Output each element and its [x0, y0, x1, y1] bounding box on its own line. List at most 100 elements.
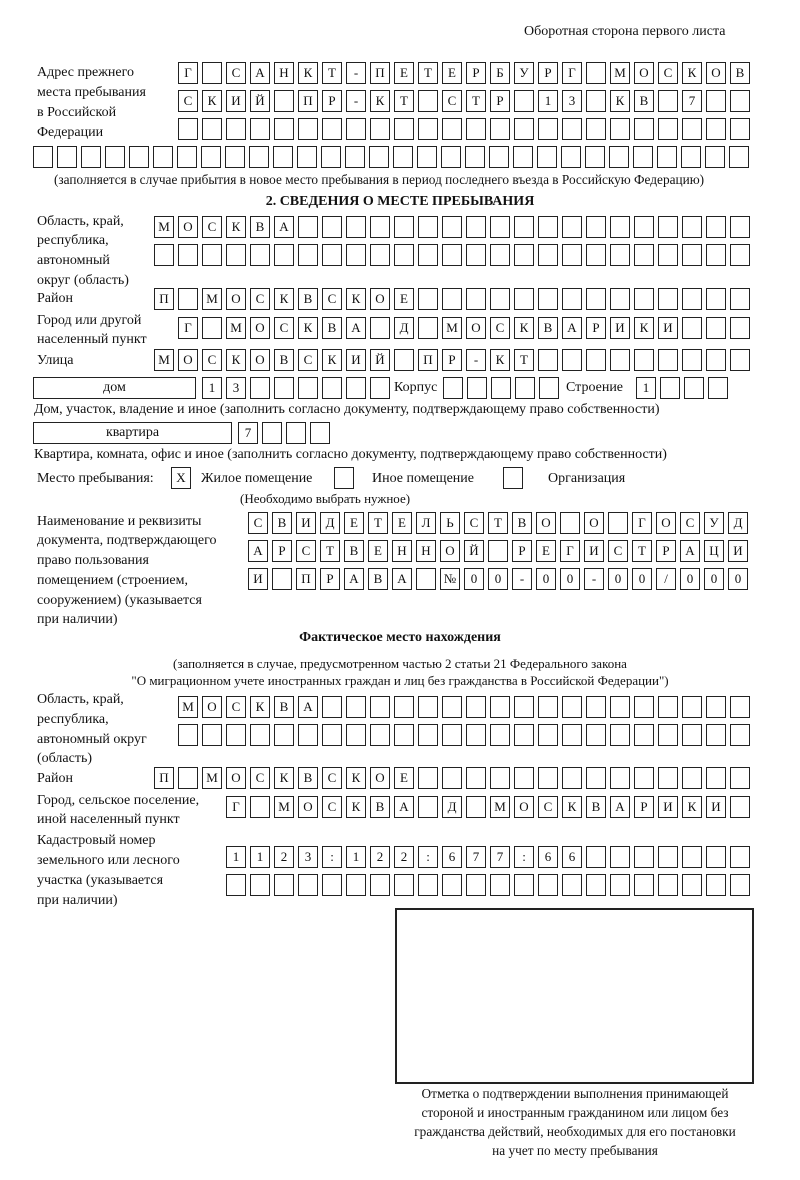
- char-cell[interactable]: [561, 146, 581, 168]
- char-cell[interactable]: [730, 118, 750, 140]
- char-cell[interactable]: А: [248, 540, 268, 562]
- char-cell[interactable]: Г: [562, 62, 582, 84]
- char-cell[interactable]: [706, 90, 726, 112]
- char-cell[interactable]: О: [226, 767, 246, 789]
- char-cell[interactable]: [586, 90, 606, 112]
- char-cell[interactable]: [370, 118, 390, 140]
- char-cell[interactable]: [490, 244, 510, 266]
- char-cell[interactable]: [586, 349, 606, 371]
- char-cell[interactable]: К: [610, 90, 630, 112]
- char-cell[interactable]: К: [298, 317, 318, 339]
- char-cell[interactable]: [57, 146, 77, 168]
- char-cell[interactable]: [286, 422, 306, 444]
- char-cell[interactable]: [730, 767, 750, 789]
- char-cell[interactable]: [634, 767, 654, 789]
- char-cell[interactable]: [442, 216, 462, 238]
- char-cell[interactable]: Ь: [440, 512, 460, 534]
- char-cell[interactable]: [418, 767, 438, 789]
- char-cell[interactable]: И: [296, 512, 316, 534]
- char-cell[interactable]: [706, 724, 726, 746]
- char-cell[interactable]: 0: [680, 568, 700, 590]
- char-cell[interactable]: М: [442, 317, 462, 339]
- char-cell[interactable]: [322, 216, 342, 238]
- char-cell[interactable]: О: [706, 62, 726, 84]
- char-cell[interactable]: [345, 146, 365, 168]
- char-cell[interactable]: [730, 349, 750, 371]
- char-cell[interactable]: Г: [632, 512, 652, 534]
- char-cell[interactable]: О: [584, 512, 604, 534]
- char-cell[interactable]: К: [682, 796, 702, 818]
- char-cell[interactable]: Р: [320, 568, 340, 590]
- char-cell[interactable]: [634, 288, 654, 310]
- char-cell[interactable]: [562, 767, 582, 789]
- char-cell[interactable]: О: [656, 512, 676, 534]
- char-cell[interactable]: И: [248, 568, 268, 590]
- char-cell[interactable]: С: [464, 512, 484, 534]
- char-cell[interactable]: [490, 874, 510, 896]
- char-cell[interactable]: К: [514, 317, 534, 339]
- char-cell[interactable]: Е: [394, 767, 414, 789]
- char-cell[interactable]: У: [514, 62, 534, 84]
- char-cell[interactable]: [442, 118, 462, 140]
- char-cell[interactable]: К: [634, 317, 654, 339]
- char-cell[interactable]: [562, 288, 582, 310]
- char-cell[interactable]: [442, 767, 462, 789]
- char-cell[interactable]: [706, 696, 726, 718]
- char-cell[interactable]: Р: [466, 62, 486, 84]
- char-cell[interactable]: Е: [344, 512, 364, 534]
- char-cell[interactable]: [346, 118, 366, 140]
- char-cell[interactable]: [682, 244, 702, 266]
- char-cell[interactable]: [730, 216, 750, 238]
- char-cell[interactable]: [657, 146, 677, 168]
- char-cell[interactable]: [634, 349, 654, 371]
- char-cell[interactable]: О: [178, 216, 198, 238]
- char-cell[interactable]: А: [298, 696, 318, 718]
- char-cell[interactable]: О: [250, 349, 270, 371]
- char-cell[interactable]: О: [250, 317, 270, 339]
- char-cell[interactable]: Е: [394, 288, 414, 310]
- char-cell[interactable]: [416, 568, 436, 590]
- char-cell[interactable]: [706, 846, 726, 868]
- char-cell[interactable]: М: [154, 216, 174, 238]
- char-cell[interactable]: [370, 874, 390, 896]
- char-cell[interactable]: П: [298, 90, 318, 112]
- char-cell[interactable]: В: [370, 796, 390, 818]
- char-cell[interactable]: Т: [368, 512, 388, 534]
- char-cell[interactable]: Г: [226, 796, 246, 818]
- char-cell[interactable]: Е: [392, 512, 412, 534]
- char-cell[interactable]: [538, 288, 558, 310]
- char-cell[interactable]: А: [344, 568, 364, 590]
- checkbox-residential[interactable]: X: [171, 467, 191, 489]
- char-cell[interactable]: Й: [250, 90, 270, 112]
- char-cell[interactable]: И: [346, 349, 366, 371]
- char-cell[interactable]: 1: [250, 846, 270, 868]
- char-cell[interactable]: [660, 377, 680, 399]
- char-cell[interactable]: [225, 146, 245, 168]
- char-cell[interactable]: А: [346, 317, 366, 339]
- char-cell[interactable]: А: [394, 796, 414, 818]
- char-cell[interactable]: [514, 696, 534, 718]
- char-cell[interactable]: В: [512, 512, 532, 534]
- char-cell[interactable]: О: [440, 540, 460, 562]
- char-cell[interactable]: Ц: [704, 540, 724, 562]
- char-cell[interactable]: П: [296, 568, 316, 590]
- char-cell[interactable]: [658, 724, 678, 746]
- char-cell[interactable]: [658, 244, 678, 266]
- char-cell[interactable]: 1: [226, 846, 246, 868]
- char-cell[interactable]: [514, 90, 534, 112]
- char-cell[interactable]: [418, 216, 438, 238]
- char-cell[interactable]: [634, 846, 654, 868]
- char-cell[interactable]: К: [274, 288, 294, 310]
- char-cell[interactable]: К: [250, 696, 270, 718]
- char-cell[interactable]: 2: [370, 846, 390, 868]
- char-cell[interactable]: В: [298, 288, 318, 310]
- char-cell[interactable]: К: [322, 349, 342, 371]
- char-cell[interactable]: [394, 696, 414, 718]
- char-cell[interactable]: 0: [536, 568, 556, 590]
- char-cell[interactable]: С: [226, 62, 246, 84]
- char-cell[interactable]: [658, 288, 678, 310]
- char-cell[interactable]: В: [250, 216, 270, 238]
- char-cell[interactable]: С: [322, 767, 342, 789]
- char-cell[interactable]: Р: [442, 349, 462, 371]
- char-cell[interactable]: К: [490, 349, 510, 371]
